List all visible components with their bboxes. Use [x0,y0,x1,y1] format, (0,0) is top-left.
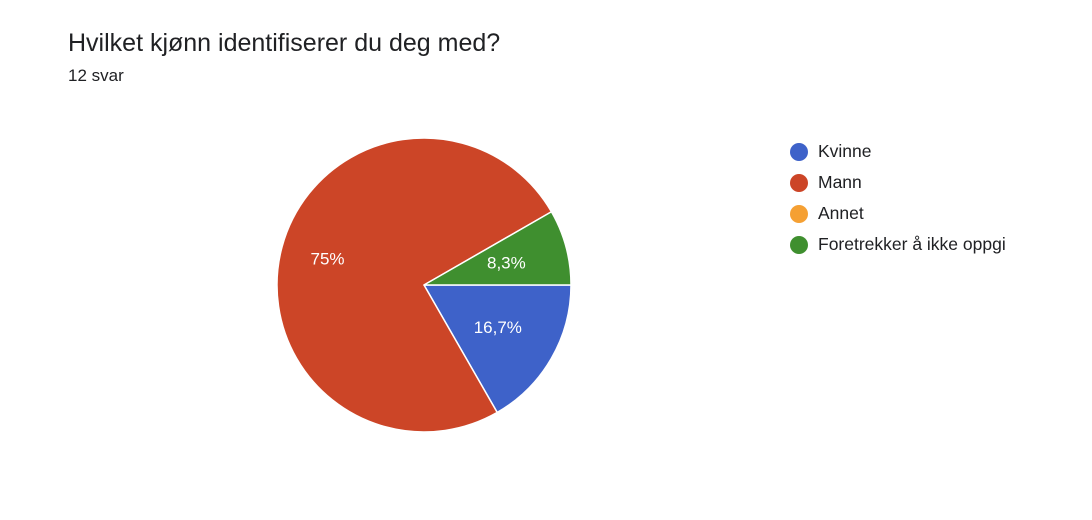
legend-item-foretrekker-a-ikke-oppgi[interactable]: Foretrekker å ikke oppgi [790,229,1006,260]
chart-legend: Kvinne Mann Annet Foretrekker å ikke oppgi [790,136,1006,260]
pie-slice-mann[interactable] [276,137,553,433]
legend-label: Kvinne [818,141,872,161]
chart-title: Hvilket kjønn identifiserer du deg med? [68,29,501,57]
legend-swatch [790,235,808,254]
legend-swatch [790,142,808,161]
slice-label-kvinne: 16,7% [474,318,522,337]
legend-label: Foretrekker å ikke oppgi [818,234,1006,254]
legend-label: Mann [818,172,862,192]
legend-item-kvinne[interactable]: Kvinne [790,136,1006,167]
legend-swatch [790,204,808,223]
legend-label: Annet [818,203,864,223]
response-count: 12 svar [68,66,124,85]
slice-label-foretrekker-a-ikke-oppgi: 8,3% [487,254,526,273]
legend-item-annet[interactable]: Annet [790,198,1006,229]
legend-swatch [790,173,808,192]
legend-item-mann[interactable]: Mann [790,167,1006,198]
pie-slice-kvinne[interactable] [423,284,572,414]
pie-slice-foretrekker-a-ikke-oppgi[interactable] [423,211,572,286]
slice-label-mann: 75% [310,249,344,268]
